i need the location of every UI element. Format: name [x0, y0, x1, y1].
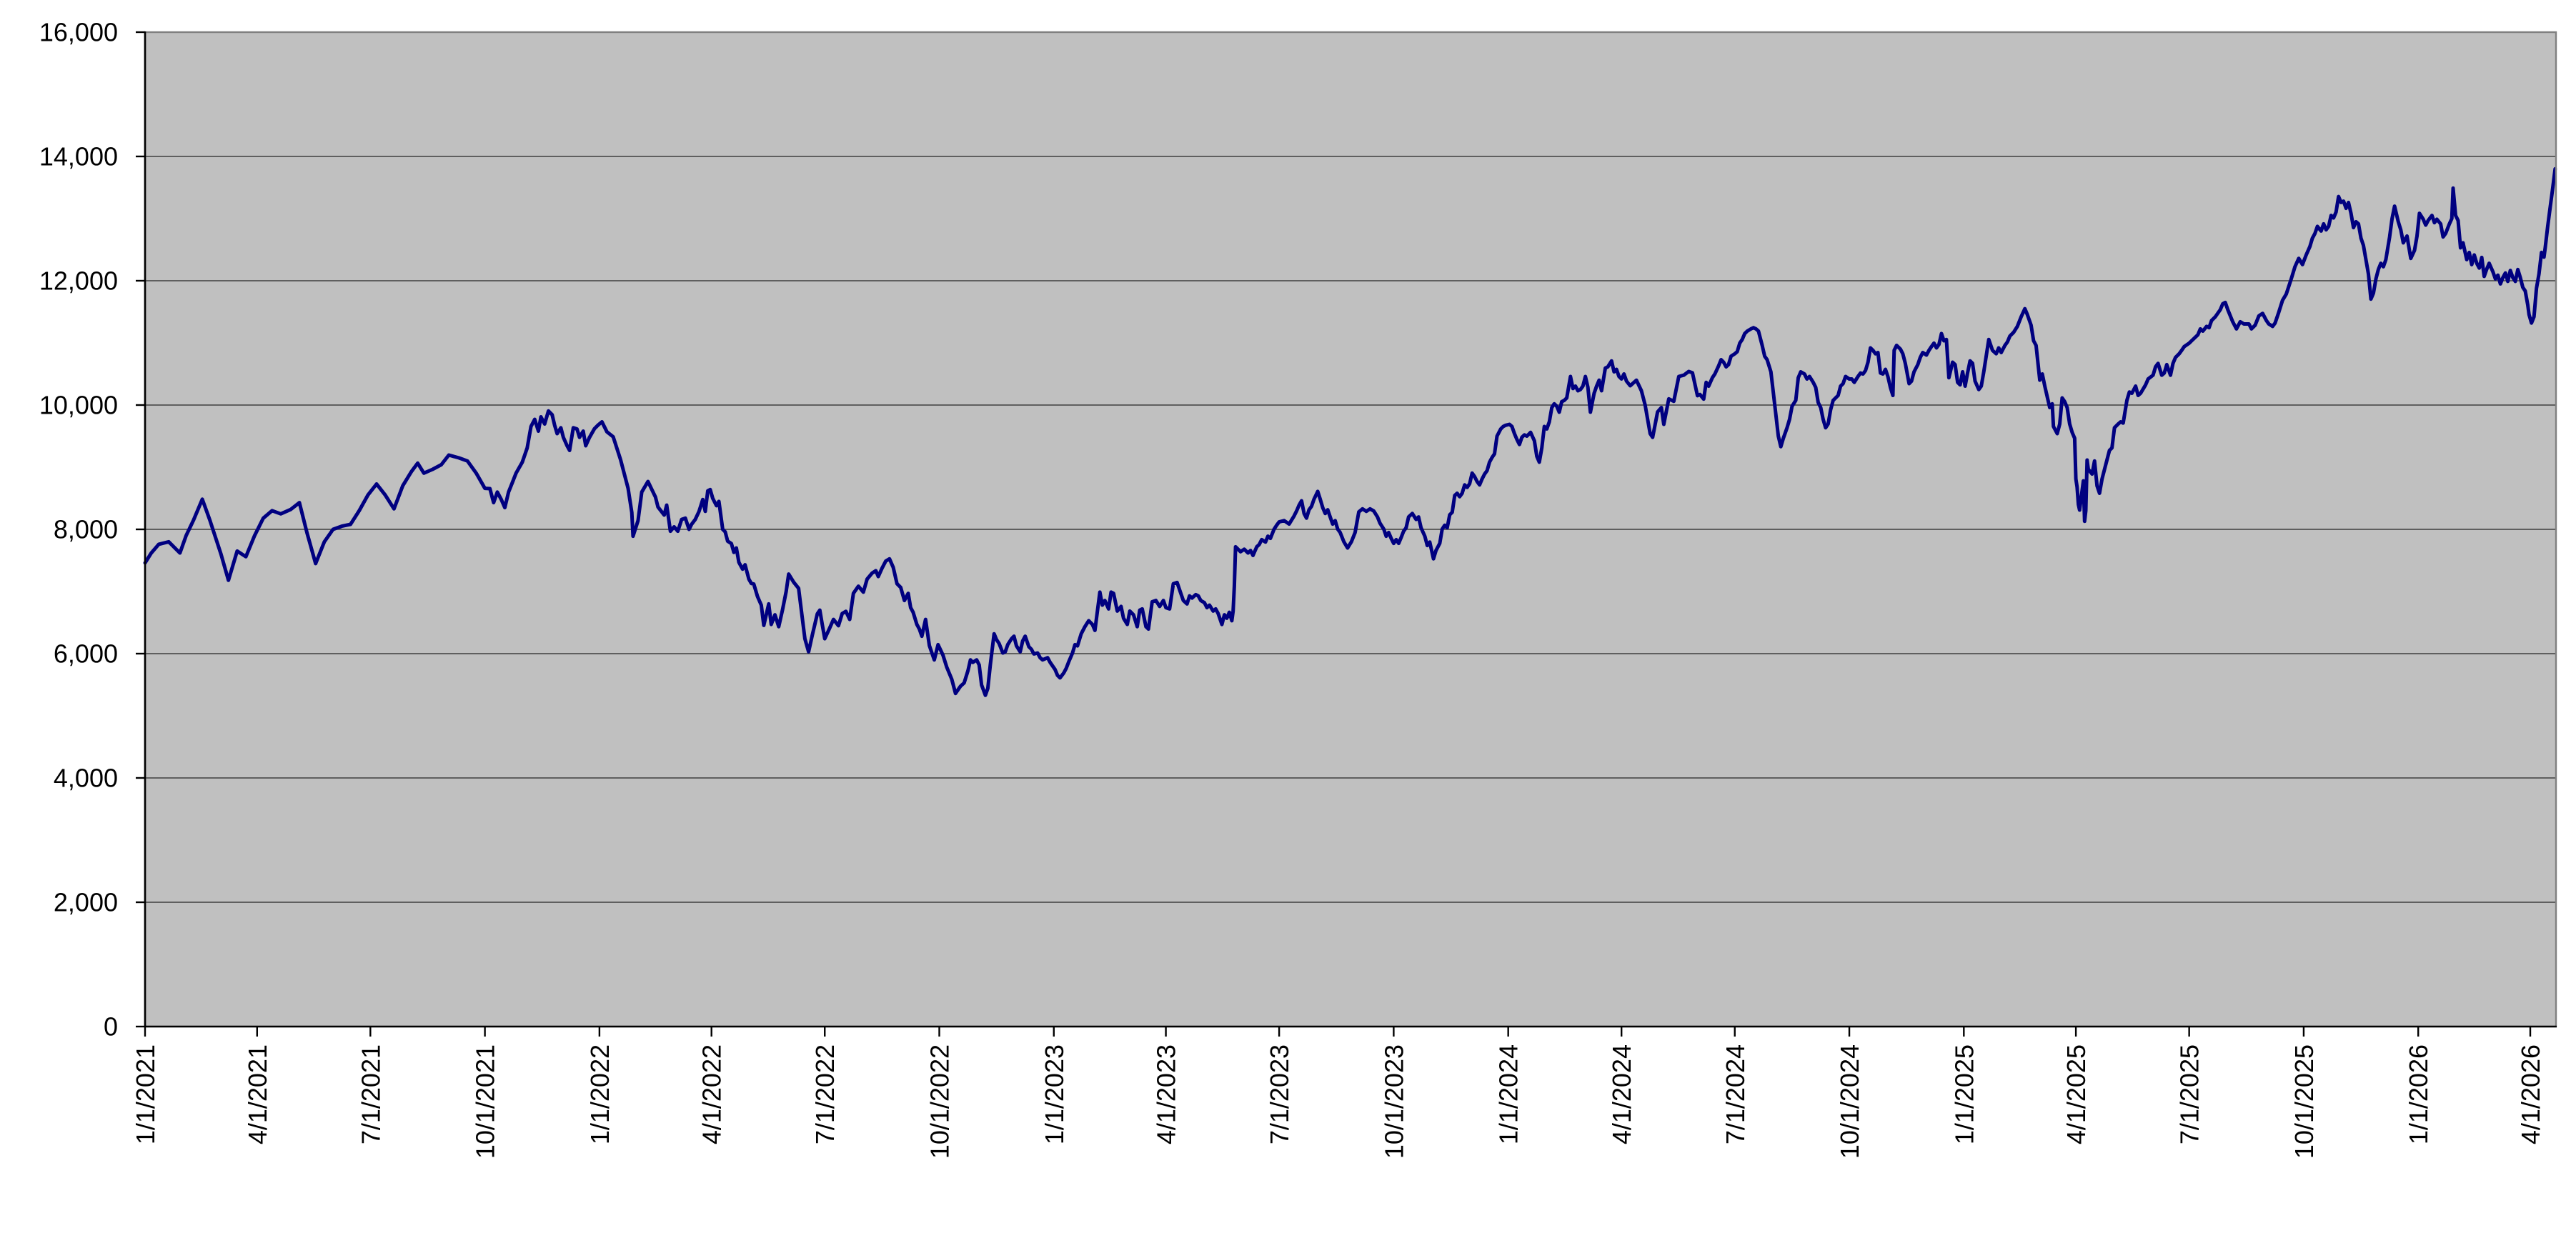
x-axis-labels: 1/1/2021 4/1/2021 7/1/2021 10/1/2021 1/1/202…	[131, 1044, 2545, 1159]
x-axis-label: 7/1/2023	[1265, 1044, 1294, 1144]
y-axis-label: 0	[104, 1012, 118, 1042]
x-axis-label: 1/1/2026	[2404, 1044, 2433, 1144]
y-axis-label: 14,000	[39, 142, 118, 171]
x-axis-label: 10/1/2022	[925, 1044, 955, 1159]
x-axis-label: 7/1/2022	[810, 1044, 840, 1144]
x-axis-label: 4/1/2021	[243, 1044, 272, 1144]
y-axis-label: 2,000	[54, 888, 118, 917]
gridlines	[145, 156, 2556, 903]
x-axis-label: 10/1/2024	[1835, 1044, 1864, 1159]
x-axis-label: 1/1/2022	[585, 1044, 615, 1144]
series-line	[143, 166, 2557, 697]
x-axis-label: 10/1/2025	[2289, 1044, 2319, 1159]
x-axis-label: 7/1/2021	[356, 1044, 385, 1144]
x-axis-label: 10/1/2023	[1379, 1044, 1408, 1159]
x-axis-ticks	[144, 1027, 2532, 1037]
x-axis-label: 7/1/2024	[1721, 1044, 1750, 1144]
y-axis-label: 6,000	[54, 639, 118, 669]
x-axis-label: 1/1/2024	[1494, 1044, 1523, 1144]
y-axis-ticks	[136, 31, 145, 1028]
x-axis-label: 7/1/2025	[2175, 1044, 2204, 1144]
y-axis-label: 8,000	[54, 515, 118, 544]
x-axis-label: 4/1/2025	[2062, 1044, 2091, 1144]
y-axis-label: 12,000	[39, 266, 118, 296]
y-axis-label: 4,000	[54, 764, 118, 793]
y-axis-labels: 0 2,000 4,000 6,000 8,000 10,000 12,000 14,000 1…	[39, 18, 118, 1042]
y-axis-label: 10,000	[39, 391, 118, 420]
x-axis-label: 1/1/2021	[131, 1044, 160, 1144]
x-axis-label: 4/1/2026	[2516, 1044, 2545, 1144]
x-axis-label: 10/1/2021	[471, 1044, 500, 1159]
x-axis-label: 1/1/2025	[1949, 1044, 1979, 1144]
x-axis-label: 4/1/2024	[1607, 1044, 1636, 1144]
x-axis-label: 4/1/2022	[697, 1044, 727, 1144]
data-series	[143, 166, 2557, 697]
y-axis-label: 16,000	[39, 18, 118, 47]
x-axis-label: 1/1/2023	[1040, 1044, 1069, 1144]
x-axis-label: 4/1/2023	[1152, 1044, 1181, 1144]
